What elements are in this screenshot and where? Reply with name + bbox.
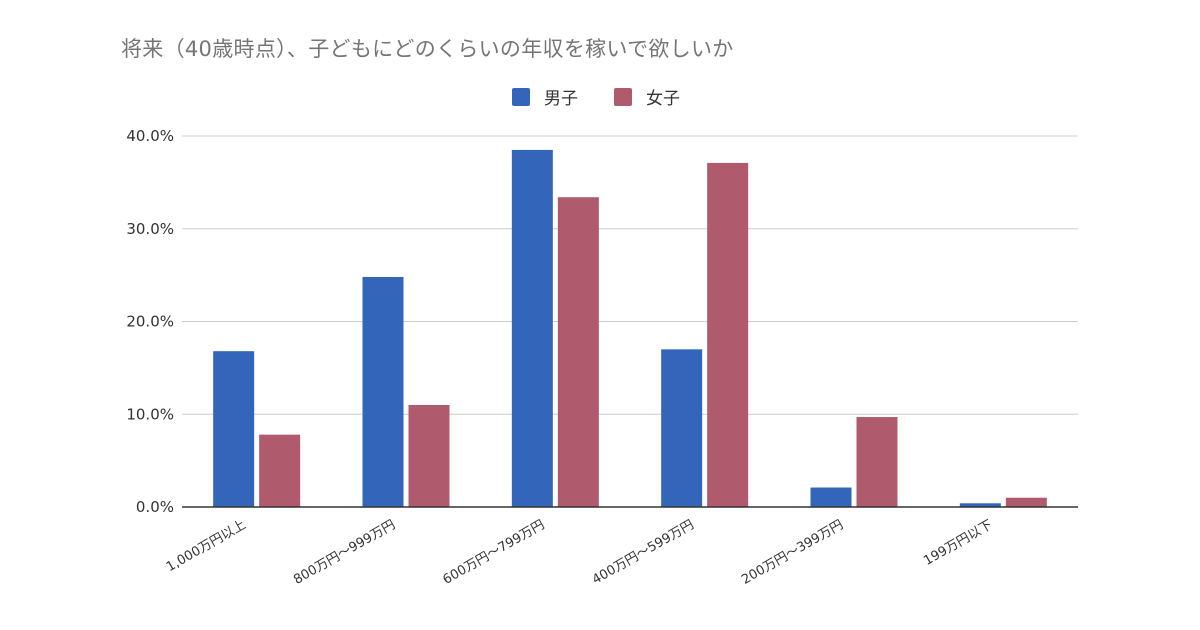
y-tick-label: 0.0% [136, 498, 174, 516]
bar [213, 351, 255, 507]
bar [259, 434, 301, 507]
legend-label-boys: 男子 [544, 89, 578, 109]
bar [511, 149, 553, 507]
bar [1005, 497, 1047, 507]
y-tick-label: 30.0% [126, 220, 174, 238]
x-tick-label: 199万円以下 [921, 517, 995, 568]
x-tick-label: 1,000万円以上 [164, 517, 249, 575]
legend: 男子 女子 [0, 84, 1200, 109]
y-tick-label: 10.0% [126, 405, 174, 423]
bar [856, 417, 898, 507]
legend-item-girls: 女子 [614, 84, 680, 109]
bar [362, 276, 404, 507]
legend-label-girls: 女子 [646, 89, 680, 109]
y-tick-label: 40.0% [126, 127, 174, 145]
legend-swatch-boys [512, 87, 530, 106]
bar [661, 349, 703, 507]
bar [707, 162, 749, 507]
y-tick-label: 20.0% [126, 313, 174, 331]
bar [557, 197, 599, 507]
bar [810, 487, 852, 507]
x-tick-label: 600万円〜799万円 [441, 517, 548, 587]
legend-swatch-girls [614, 87, 632, 106]
bar [959, 503, 1001, 507]
x-tick-label: 400万円〜599万円 [590, 517, 697, 587]
x-tick-label: 800万円〜999万円 [291, 517, 398, 587]
bar [408, 404, 450, 507]
x-tick-label: 200万円〜399万円 [739, 517, 846, 587]
legend-item-boys: 男子 [512, 84, 578, 109]
chart-title: 将来（40歳時点）、子どもにどのくらいの年収を稼いで欲しいか [121, 37, 734, 61]
